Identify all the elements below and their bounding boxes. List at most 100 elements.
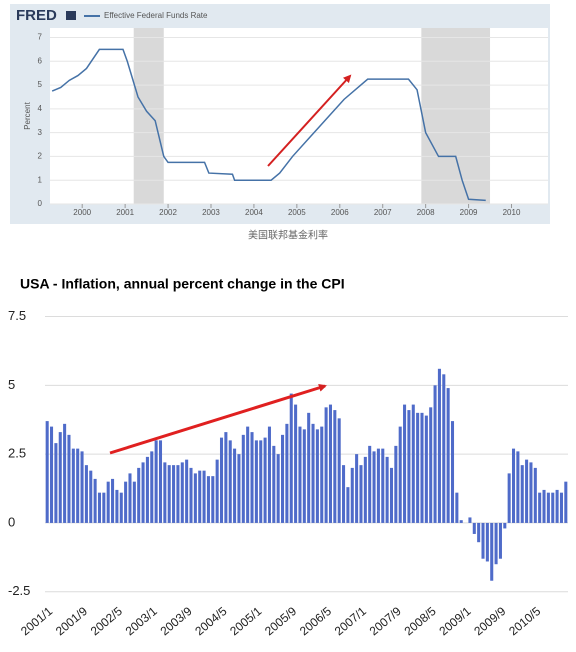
bar bbox=[407, 410, 411, 523]
x-tick-label: 2000 bbox=[73, 208, 91, 217]
bar bbox=[132, 481, 136, 523]
y-tick-label: 0 bbox=[38, 199, 43, 208]
bar bbox=[115, 489, 119, 523]
bar bbox=[180, 462, 184, 523]
bar bbox=[381, 448, 385, 523]
bar bbox=[58, 432, 62, 523]
bar bbox=[520, 465, 524, 523]
bar bbox=[398, 426, 402, 523]
bar bbox=[433, 385, 437, 523]
bar bbox=[202, 470, 206, 523]
bar bbox=[119, 492, 123, 523]
bar bbox=[172, 465, 176, 523]
bar bbox=[141, 462, 145, 523]
x-tick-label: 2009 bbox=[460, 208, 478, 217]
chart-title: USA - Inflation, annual percent change i… bbox=[20, 276, 345, 292]
bar bbox=[411, 404, 415, 523]
bar bbox=[555, 489, 559, 523]
bar bbox=[472, 522, 476, 534]
x-tick-label: 2006/5 bbox=[297, 604, 334, 639]
bar bbox=[503, 522, 507, 529]
bar bbox=[403, 404, 407, 523]
bar bbox=[372, 451, 376, 523]
bar bbox=[546, 492, 550, 523]
series-line bbox=[51, 48, 486, 202]
bar bbox=[102, 492, 106, 523]
bar bbox=[315, 429, 319, 523]
bar bbox=[272, 445, 276, 523]
bar bbox=[246, 426, 250, 523]
x-tick-label: 2006 bbox=[331, 208, 349, 217]
bar bbox=[320, 426, 324, 523]
bar bbox=[241, 434, 245, 523]
bar bbox=[128, 473, 132, 523]
x-tick-label: 2003/1 bbox=[123, 604, 160, 639]
bar bbox=[420, 412, 424, 523]
x-tick-label: 2001/1 bbox=[18, 604, 55, 639]
bar bbox=[298, 426, 302, 523]
bar bbox=[529, 462, 533, 523]
y-tick-label: 5 bbox=[8, 377, 15, 392]
y-tick-label: 3 bbox=[38, 128, 43, 137]
bar bbox=[80, 451, 84, 523]
bar bbox=[285, 423, 289, 523]
y-tick-label: 5 bbox=[38, 80, 43, 89]
x-tick-label: 2005/9 bbox=[262, 604, 299, 639]
bar bbox=[71, 448, 75, 523]
x-tick-label: 2009/1 bbox=[436, 604, 473, 639]
bar bbox=[394, 445, 398, 523]
bar bbox=[376, 448, 380, 523]
bar bbox=[267, 426, 271, 523]
y-tick-label: 7.5 bbox=[8, 308, 26, 323]
bar bbox=[154, 440, 158, 523]
x-tick-label: 2002 bbox=[159, 208, 177, 217]
annotation-arrow bbox=[109, 383, 327, 455]
bar bbox=[538, 492, 542, 523]
bar bbox=[211, 476, 215, 523]
bar bbox=[424, 415, 428, 523]
bar bbox=[185, 459, 189, 523]
bar bbox=[551, 492, 555, 523]
x-tick-label: 2004 bbox=[245, 208, 263, 217]
y-tick-label: 2 bbox=[38, 152, 43, 161]
y-tick-label: 1 bbox=[38, 175, 43, 184]
bar bbox=[233, 448, 237, 523]
bar bbox=[294, 404, 298, 523]
x-tick-label: 2008 bbox=[417, 208, 435, 217]
bar bbox=[559, 492, 563, 523]
y-tick-label: 6 bbox=[38, 56, 43, 65]
x-tick-label: 2001/9 bbox=[53, 604, 90, 639]
x-tick-label: 2007/1 bbox=[332, 604, 369, 639]
x-tick-label: 2002/5 bbox=[88, 604, 125, 639]
bar bbox=[311, 423, 315, 523]
bar bbox=[89, 470, 93, 523]
x-tick-label: 2001 bbox=[116, 208, 134, 217]
bar bbox=[54, 443, 58, 523]
bar bbox=[254, 440, 258, 523]
bar bbox=[494, 522, 498, 565]
bar bbox=[302, 429, 306, 523]
bar bbox=[342, 465, 346, 523]
bar bbox=[468, 517, 472, 523]
bar bbox=[389, 467, 394, 523]
bar bbox=[281, 434, 285, 523]
logo: FRED bbox=[16, 7, 57, 24]
x-tick-label: 2010 bbox=[503, 208, 521, 217]
x-tick-label: 2005/1 bbox=[227, 604, 264, 639]
x-tick-label: 2007/9 bbox=[367, 604, 404, 639]
bar bbox=[533, 467, 537, 523]
bar bbox=[106, 481, 110, 523]
bar bbox=[333, 410, 337, 523]
logo-icon bbox=[66, 11, 76, 20]
x-tick-label: 2003/9 bbox=[157, 604, 194, 639]
bar bbox=[429, 407, 433, 523]
bar bbox=[363, 456, 367, 523]
bar bbox=[206, 476, 210, 523]
bar bbox=[337, 418, 341, 523]
bar bbox=[250, 432, 254, 523]
bar bbox=[525, 459, 529, 523]
bar bbox=[276, 454, 280, 523]
bar bbox=[224, 432, 228, 523]
bar bbox=[158, 440, 163, 523]
